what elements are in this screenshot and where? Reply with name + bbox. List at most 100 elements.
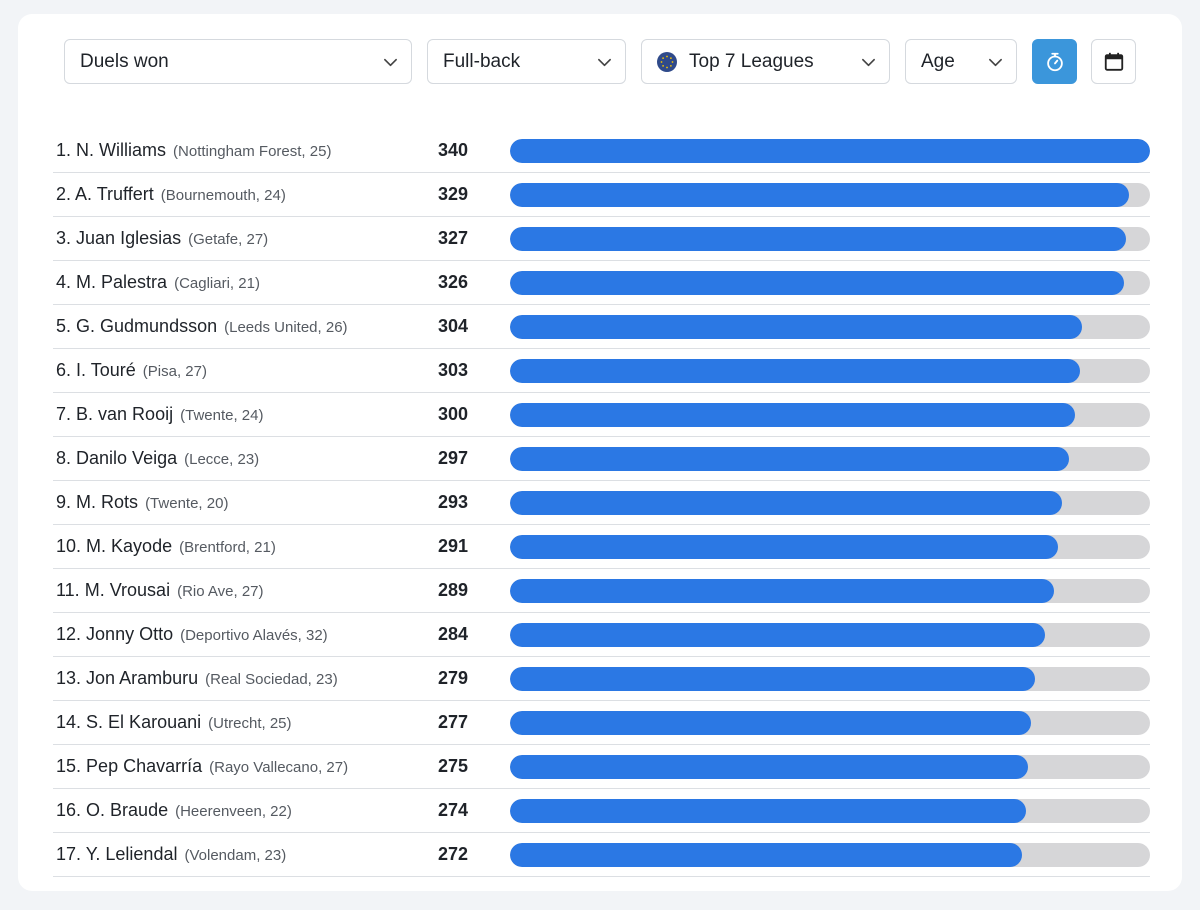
player-name-cell: 16. O. Braude (Heerenveen, 22): [56, 800, 292, 821]
player-name: Jonny Otto: [86, 624, 174, 644]
league-select[interactable]: Top 7 Leagues: [641, 39, 890, 84]
player-rank: 8.: [56, 448, 72, 468]
player-rank: 7.: [56, 404, 72, 424]
player-value: 291: [437, 536, 469, 556]
calendar-button[interactable]: [1091, 39, 1136, 84]
player-name-cell: 8. Danilo Veiga (Lecce, 23): [56, 448, 259, 469]
player-name: M. Rots: [76, 492, 139, 512]
player-name: Jon Aramburu: [86, 668, 199, 688]
player-rank: 5.: [56, 316, 72, 336]
player-value: 277: [437, 712, 469, 732]
list-item[interactable]: 4. M. Palestra (Cagliari, 21) 326: [53, 261, 1150, 305]
player-name: M. Palestra: [76, 272, 168, 292]
list-item[interactable]: 7. B. van Rooij (Twente, 24) 300: [53, 393, 1150, 437]
player-rank: 6.: [56, 360, 72, 380]
list-item[interactable]: 11. M. Vrousai (Rio Ave, 27) 289: [53, 569, 1150, 613]
player-club-age: (Getafe, 27): [188, 231, 269, 248]
player-club-age: (Real Sociedad, 23): [205, 671, 338, 688]
list-item[interactable]: 13. Jon Aramburu (Real Sociedad, 23) 279: [53, 657, 1150, 701]
player-value: 327: [437, 228, 469, 248]
player-name-cell: 12. Jonny Otto (Deportivo Alavés, 32): [56, 624, 328, 645]
value-bar-fill: [510, 843, 1022, 867]
player-name: B. van Rooij: [76, 404, 174, 424]
player-club-age: (Utrecht, 25): [208, 715, 292, 732]
list-item[interactable]: 16. O. Braude (Heerenveen, 22) 274: [53, 789, 1150, 833]
player-name-cell: 17. Y. Leliendal (Volendam, 23): [56, 844, 286, 865]
player-name-cell: 2. A. Truffert (Bournemouth, 24): [56, 184, 286, 205]
player-value: 326: [437, 272, 469, 292]
player-value: 297: [437, 448, 469, 468]
player-club-age: (Heerenveen, 22): [175, 803, 292, 820]
player-value: 275: [437, 756, 469, 776]
list-item[interactable]: 3. Juan Iglesias (Getafe, 27) 327: [53, 217, 1150, 261]
player-value: 304: [437, 316, 469, 336]
player-name: M. Vrousai: [84, 580, 171, 600]
value-bar-fill: [510, 447, 1070, 471]
value-bar-fill: [510, 623, 1045, 647]
filter-toolbar: Duels won Full-back Top 7 Leagues Age: [64, 39, 1144, 84]
player-name-cell: 13. Jon Aramburu (Real Sociedad, 23): [56, 668, 338, 689]
list-item[interactable]: 1. N. Williams (Nottingham Forest, 25) 3…: [53, 129, 1150, 173]
player-value: 274: [437, 800, 469, 820]
timer-button[interactable]: [1032, 39, 1077, 84]
player-rank: 11.: [56, 580, 80, 600]
player-name: M. Kayode: [86, 536, 173, 556]
player-name: S. El Karouani: [86, 712, 202, 732]
list-item[interactable]: 17. Y. Leliendal (Volendam, 23) 272: [53, 833, 1150, 877]
value-bar-track: [510, 623, 1150, 647]
player-name-cell: 11. M. Vrousai (Rio Ave, 27): [56, 580, 264, 601]
value-bar-fill: [510, 359, 1081, 383]
chevron-down-icon: [384, 58, 397, 67]
player-value: 289: [437, 580, 469, 600]
list-item[interactable]: 2. A. Truffert (Bournemouth, 24) 329: [53, 173, 1150, 217]
player-value: 329: [437, 184, 469, 204]
player-club-age: (Twente, 24): [180, 407, 264, 424]
calendar-icon: [1104, 52, 1123, 71]
player-rank: 17.: [56, 844, 82, 864]
position-select[interactable]: Full-back: [427, 39, 626, 84]
player-club-age: (Pisa, 27): [142, 363, 207, 380]
player-club-age: (Cagliari, 21): [174, 275, 260, 292]
league-select-value: Top 7 Leagues: [689, 50, 814, 72]
player-name-cell: 5. G. Gudmundsson (Leeds United, 26): [56, 316, 348, 337]
list-item[interactable]: 12. Jonny Otto (Deportivo Alavés, 32) 28…: [53, 613, 1150, 657]
value-bar-fill: [510, 403, 1075, 427]
player-club-age: (Leeds United, 26): [224, 319, 348, 336]
player-value: 340: [437, 140, 469, 160]
player-name-cell: 6. I. Touré (Pisa, 27): [56, 360, 207, 381]
stopwatch-icon: [1046, 52, 1063, 71]
player-name-cell: 3. Juan Iglesias (Getafe, 27): [56, 228, 268, 249]
value-bar-fill: [510, 711, 1032, 735]
list-item[interactable]: 8. Danilo Veiga (Lecce, 23) 297: [53, 437, 1150, 481]
player-rank: 2.: [56, 184, 72, 204]
player-name-cell: 4. M. Palestra (Cagliari, 21): [56, 272, 260, 293]
list-item[interactable]: 14. S. El Karouani (Utrecht, 25) 277: [53, 701, 1150, 745]
player-club-age: (Volendam, 23): [184, 847, 287, 864]
player-value: 279: [437, 668, 469, 688]
player-rank: 4.: [56, 272, 72, 292]
list-item[interactable]: 6. I. Touré (Pisa, 27) 303: [53, 349, 1150, 393]
chevron-down-icon: [862, 58, 875, 67]
list-item[interactable]: 15. Pep Chavarría (Rayo Vallecano, 27) 2…: [53, 745, 1150, 789]
player-name-cell: 9. M. Rots (Twente, 20): [56, 492, 228, 513]
player-rank: 12.: [56, 624, 82, 644]
metric-select-value: Duels won: [80, 50, 169, 72]
player-name: Pep Chavarría: [86, 756, 203, 776]
value-bar-fill: [510, 271, 1124, 295]
player-name: Y. Leliendal: [85, 844, 178, 864]
chevron-down-icon: [598, 58, 611, 67]
list-item[interactable]: 9. M. Rots (Twente, 20) 293: [53, 481, 1150, 525]
leaderboard-card: Duels won Full-back Top 7 Leagues Age: [18, 14, 1182, 891]
player-value: 284: [437, 624, 469, 644]
player-club-age: (Nottingham Forest, 25): [173, 143, 332, 160]
metric-select[interactable]: Duels won: [64, 39, 412, 84]
list-item[interactable]: 5. G. Gudmundsson (Leeds United, 26) 304: [53, 305, 1150, 349]
value-bar-track: [510, 535, 1150, 559]
value-bar-track: [510, 579, 1150, 603]
value-bar-fill: [510, 315, 1083, 339]
value-bar-track: [510, 799, 1150, 823]
value-bar-track: [510, 491, 1150, 515]
age-select[interactable]: Age: [905, 39, 1017, 84]
list-item[interactable]: 10. M. Kayode (Brentford, 21) 291: [53, 525, 1150, 569]
value-bar-track: [510, 315, 1150, 339]
